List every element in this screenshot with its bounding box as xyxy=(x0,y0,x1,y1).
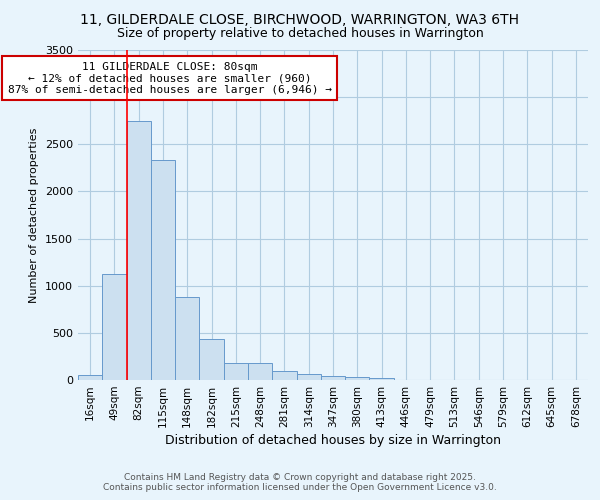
Text: Contains HM Land Registry data © Crown copyright and database right 2025.
Contai: Contains HM Land Registry data © Crown c… xyxy=(103,473,497,492)
Text: Size of property relative to detached houses in Warrington: Size of property relative to detached ho… xyxy=(116,28,484,40)
Bar xyxy=(272,371,296,380)
Text: 11, GILDERDALE CLOSE, BIRCHWOOD, WARRINGTON, WA3 6TH: 11, GILDERDALE CLOSE, BIRCHWOOD, WARRING… xyxy=(80,12,520,26)
Y-axis label: Number of detached properties: Number of detached properties xyxy=(29,128,40,302)
Bar xyxy=(102,274,127,380)
Bar xyxy=(345,377,370,380)
Bar xyxy=(224,362,248,380)
Bar xyxy=(199,338,224,380)
Bar xyxy=(151,160,175,380)
Bar xyxy=(175,297,199,380)
Text: 11 GILDERDALE CLOSE: 80sqm
← 12% of detached houses are smaller (960)
87% of sem: 11 GILDERDALE CLOSE: 80sqm ← 12% of deta… xyxy=(8,62,332,95)
Bar xyxy=(127,120,151,380)
X-axis label: Distribution of detached houses by size in Warrington: Distribution of detached houses by size … xyxy=(165,434,501,447)
Bar xyxy=(78,376,102,380)
Bar xyxy=(370,378,394,380)
Bar xyxy=(321,376,345,380)
Bar xyxy=(296,374,321,380)
Bar xyxy=(248,363,272,380)
